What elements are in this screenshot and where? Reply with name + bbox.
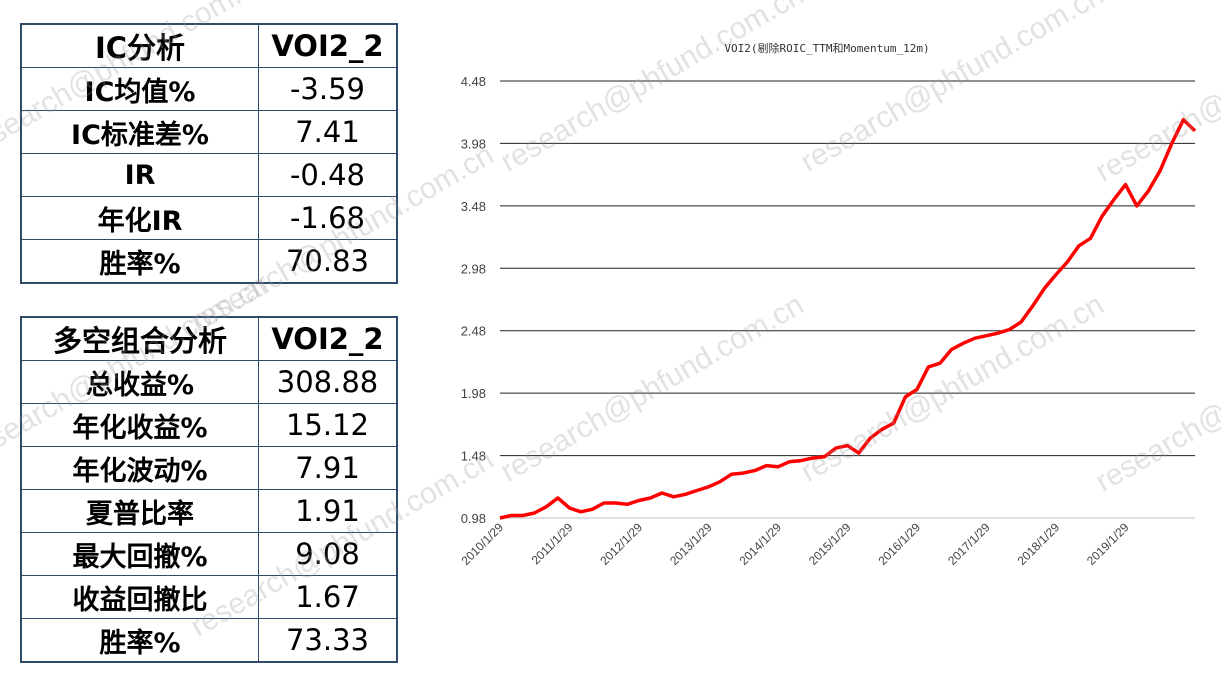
row-label: 胜率% xyxy=(20,618,259,663)
ls-header-label: 多空组合分析 xyxy=(20,316,259,361)
row-value: 15.12 xyxy=(258,403,398,447)
row-value: 7.41 xyxy=(258,110,398,154)
row-value: -0.48 xyxy=(258,153,398,197)
series-layer xyxy=(499,117,1197,520)
row-label: 收益回撤比 xyxy=(20,575,259,619)
x-tick-label: 2014/1/29 xyxy=(737,520,785,568)
table-row: 年化波动% 7.91 xyxy=(20,446,398,490)
x-axis: 2010/1/29 2011/1/29 2012/1/29 2013/1/29 2014… xyxy=(458,520,1131,568)
row-label: IR xyxy=(20,153,259,197)
ic-analysis-table: IC分析 VOI2_2 IC均值% -3.59 IC标准差% 7.41 IR -… xyxy=(20,23,398,284)
row-value: 9.08 xyxy=(258,532,398,576)
table-row: 夏普比率 1.91 xyxy=(20,489,398,533)
x-tick-label: 2016/1/29 xyxy=(875,520,923,568)
x-tick-label: 2012/1/29 xyxy=(597,520,645,568)
row-label: 年化收益% xyxy=(20,403,259,447)
x-tick-label: 2018/1/29 xyxy=(1015,520,1063,568)
x-tick-label: 2010/1/29 xyxy=(458,520,506,568)
x-tick-label: 2019/1/29 xyxy=(1084,520,1132,568)
ls-table-header: 多空组合分析 VOI2_2 xyxy=(20,316,398,361)
row-label: 夏普比率 xyxy=(20,489,259,533)
table-row: 收益回撤比 1.67 xyxy=(20,575,398,619)
table-row: 胜率% 73.33 xyxy=(20,618,398,663)
series-line xyxy=(499,117,1197,520)
row-label: IC均值% xyxy=(20,67,259,111)
y-tick-label: 1.48 xyxy=(461,449,486,464)
row-label: 年化波动% xyxy=(20,446,259,490)
ic-table-header: IC分析 VOI2_2 xyxy=(20,23,398,68)
x-tick-label: 2011/1/29 xyxy=(529,520,576,567)
x-tick-label: 2013/1/29 xyxy=(667,520,715,568)
table-row: 最大回撤% 9.08 xyxy=(20,532,398,576)
row-value: 73.33 xyxy=(258,618,398,663)
x-tick-label: 2017/1/29 xyxy=(945,520,993,568)
y-tick-label: 2.98 xyxy=(461,261,486,276)
row-value: -3.59 xyxy=(258,67,398,111)
long-short-analysis-table: 多空组合分析 VOI2_2 总收益% 308.88 年化收益% 15.12 年化… xyxy=(20,316,398,663)
table-row: IC标准差% 7.41 xyxy=(20,110,398,154)
table-row: 年化收益% 15.12 xyxy=(20,403,398,447)
ic-header-label: IC分析 xyxy=(20,23,259,68)
line-chart: VOI2(剔除ROIC_TTM和Momentum_12m) 0.98 1.48 1.… xyxy=(458,41,1197,568)
row-value: 1.67 xyxy=(258,575,398,619)
x-tick-label: 2015/1/29 xyxy=(806,520,854,568)
ls-header-value: VOI2_2 xyxy=(258,316,398,361)
y-tick-label: 1.98 xyxy=(461,386,486,401)
y-tick-label: 4.48 xyxy=(461,74,486,89)
row-value: 1.91 xyxy=(258,489,398,533)
row-label: 最大回撤% xyxy=(20,532,259,576)
row-value: 70.83 xyxy=(258,239,398,284)
table-row: IR -0.48 xyxy=(20,153,398,197)
row-label: 年化IR xyxy=(20,196,259,240)
table-row: 胜率% 70.83 xyxy=(20,239,398,284)
y-tick-label: 2.48 xyxy=(461,324,486,339)
table-row: 总收益% 308.88 xyxy=(20,360,398,404)
row-value: 308.88 xyxy=(258,360,398,404)
row-value: -1.68 xyxy=(258,196,398,240)
ic-header-value: VOI2_2 xyxy=(258,23,398,68)
y-axis: 0.98 1.48 1.98 2.48 2.98 3.48 3.98 4.48 xyxy=(461,74,486,526)
y-tick-label: 3.48 xyxy=(461,199,486,214)
row-value: 7.91 xyxy=(258,446,398,490)
row-label: 胜率% xyxy=(20,239,259,284)
table-row: 年化IR -1.68 xyxy=(20,196,398,240)
row-label: 总收益% xyxy=(20,360,259,404)
y-tick-label: 0.98 xyxy=(461,511,486,526)
grid-layer xyxy=(500,80,1195,519)
y-tick-label: 3.98 xyxy=(461,136,486,151)
row-label: IC标准差% xyxy=(20,110,259,154)
chart-title: VOI2(剔除ROIC_TTM和Momentum_12m) xyxy=(724,41,929,55)
table-row: IC均值% -3.59 xyxy=(20,67,398,111)
